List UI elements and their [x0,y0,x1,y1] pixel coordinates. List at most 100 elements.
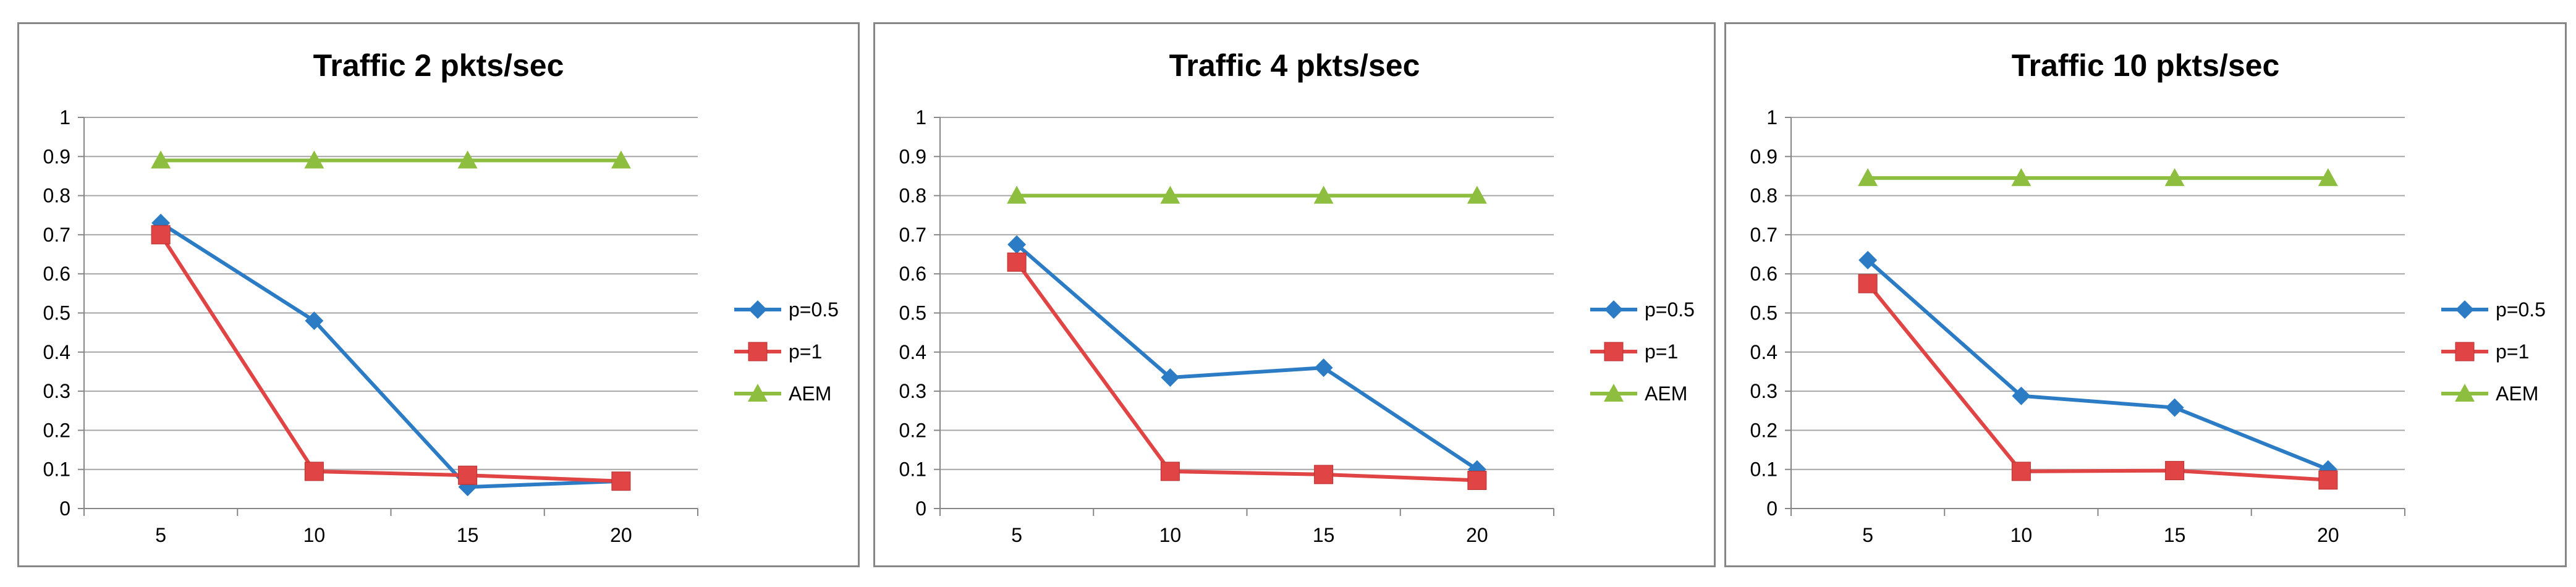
data-point [611,471,631,491]
data-point [1313,185,1334,204]
legend-marker [748,300,767,319]
y-tick-label: 0.8 [1750,185,1777,207]
data-point [1858,274,1878,294]
x-tick-label: 15 [457,524,479,546]
legend-label: p=1 [789,340,823,363]
series-line [1015,243,1478,471]
data-point [458,465,478,485]
x-tick-label: 5 [1862,524,1873,546]
legend-swatch [2441,342,2488,361]
data-point [1314,358,1333,378]
legend-label: AEM [2496,382,2539,405]
legend-swatch [2441,384,2488,402]
chart-panel-traffic-10: Traffic 10 pkts/sec 0 0.1 0.2 0.3 0.4 0.5 0.6 0… [1724,22,2567,567]
legend-marker [1604,384,1624,402]
series-line [159,234,621,483]
y-tick-label: 0.5 [899,302,926,324]
legend-swatch [1590,342,1637,361]
series-p-1 [1858,274,2338,490]
legend-swatch [734,300,781,319]
series-aem [1858,168,2338,187]
series-line [1866,282,2329,482]
line-chart: 00.10.20.30.40.50.60.70.80.915 10 15 20 [1750,106,2405,546]
legend-marker [2455,384,2475,402]
data-point [1007,252,1027,272]
y-tick-label: 0.6 [43,263,70,285]
data-point [305,311,324,331]
y-tick-label: 0.2 [43,419,70,441]
chart-panel-traffic-2: Traffic 2 pkts/sec 0 0.1 0.2 0.3 0.4 0.5 0.6 0.… [17,22,860,567]
data-point [151,150,171,169]
legend-marker [748,384,768,402]
legend-swatch [2441,300,2488,319]
y-tick-label: 0.7 [43,224,70,246]
data-point [151,225,171,245]
data-point [1160,462,1180,481]
x-tick-label: 5 [155,524,166,546]
legend-swatch [1590,300,1637,319]
x-tick-label: 5 [1011,524,1022,546]
data-point [304,150,324,169]
y-tick-label: 0.6 [1750,263,1777,285]
data-point [2318,168,2338,187]
series-line [1015,261,1477,483]
chart-title: Traffic 10 pkts/sec [2011,48,2280,83]
series-p-1 [151,225,631,491]
data-point [2012,386,2031,405]
y-tick-label: 0.4 [899,341,926,363]
y-tick-label: 0.5 [1750,302,1777,324]
data-point [1858,251,1878,270]
y-tick-label: 0.3 [899,380,926,402]
y-tick-label: 0.2 [899,419,926,441]
x-tick-label: 20 [610,524,632,546]
y-tick-label: 0.3 [1750,380,1777,402]
y-tick-label: 0.8 [899,185,926,207]
y-tick-label: 1 [1766,106,1777,129]
series-p-0-5 [151,213,630,497]
y-tick-label: 0.9 [899,145,926,167]
legend-marker [748,342,768,361]
legend-swatch [734,384,781,402]
data-point [2011,462,2031,481]
series-p-1 [1007,252,1487,490]
chart-title: Traffic 2 pkts/sec [313,48,564,83]
y-tick-label: 0.5 [43,302,70,324]
data-point [1007,235,1027,254]
data-point [1007,185,1027,204]
y-tick-label: 0.2 [1750,419,1777,441]
y-tick-label: 0.9 [43,145,70,167]
series-line [159,221,621,489]
x-tick-label: 15 [2164,524,2186,546]
y-tick-label: 0.4 [43,341,70,363]
line-chart: 00.10.20.30.40.50.60.70.80.915 10 15 20 [899,106,1554,546]
data-point [2165,398,2184,417]
y-tick-label: 0.7 [1750,224,1777,246]
y-tick-label: 0 [915,497,926,520]
x-tick-label: 20 [2317,524,2339,546]
legend-marker [1604,300,1623,319]
y-tick-label: 0.9 [1750,145,1777,167]
chart-title: Traffic 4 pkts/sec [1169,48,1420,83]
y-tick-label: 0.1 [1750,458,1777,481]
data-point [1467,185,1487,204]
y-tick-label: 0.7 [899,224,926,246]
legend-marker [2455,342,2475,361]
data-point [1160,185,1180,204]
data-point [2164,168,2185,187]
series-aem [151,150,631,169]
x-tick-label: 20 [1466,524,1488,546]
legend-label: p=1 [2496,340,2530,363]
legend-swatch [1590,384,1637,402]
series-p-0-5 [1007,235,1486,479]
data-point [1467,470,1487,490]
data-point [457,150,478,169]
data-point [1314,465,1334,484]
legend-label: AEM [1645,382,1688,405]
x-tick-label: 10 [303,524,326,546]
y-tick-label: 0.4 [1750,341,1777,363]
legend-label: p=0.5 [2496,298,2546,321]
data-point [611,150,631,169]
data-point [304,462,324,481]
x-tick-label: 10 [1159,524,1182,546]
chart-panel-traffic-4: Traffic 4 pkts/sec 0 0.1 0.2 0.3 0.4 0.5 0.6 0.… [873,22,1716,567]
